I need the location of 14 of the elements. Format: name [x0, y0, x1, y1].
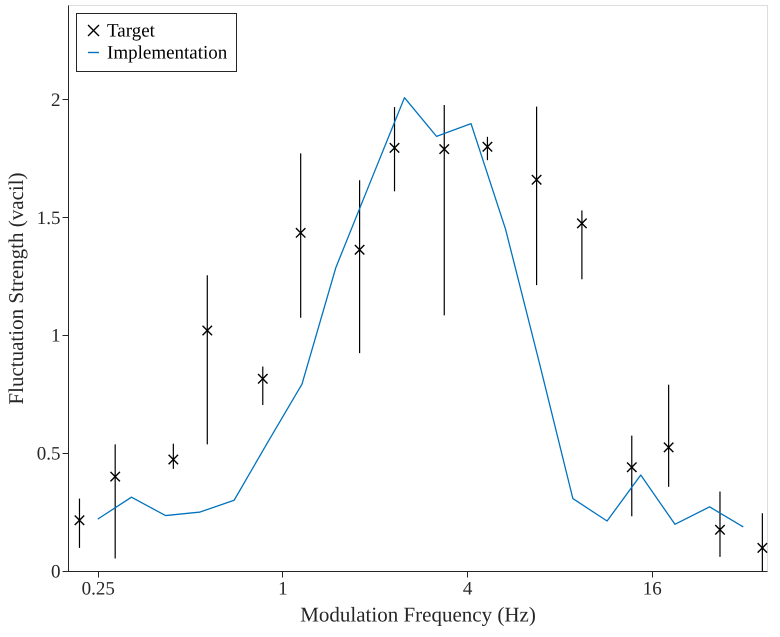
line-series	[97, 97, 744, 528]
x-tick-label: 4	[462, 578, 473, 600]
y-tick-label: 0	[51, 562, 60, 582]
y-tick-label: 0.5	[36, 444, 60, 465]
x-tick-label: 0.25	[82, 578, 115, 600]
y-tick-label: 1	[51, 326, 60, 347]
x-tick-label: 1	[278, 578, 288, 600]
y-tick-label: 2	[51, 90, 60, 111]
x-tick-label: 16	[642, 578, 662, 600]
legend-label: Target	[107, 20, 156, 42]
legend-label: Implementation	[107, 42, 228, 64]
y-tick-label: 1.5	[36, 208, 60, 229]
x-axis-title: Modulation Frequency (Hz)	[300, 602, 536, 626]
y-axis-title: Fluctuation Strength (vacil)	[4, 172, 28, 405]
